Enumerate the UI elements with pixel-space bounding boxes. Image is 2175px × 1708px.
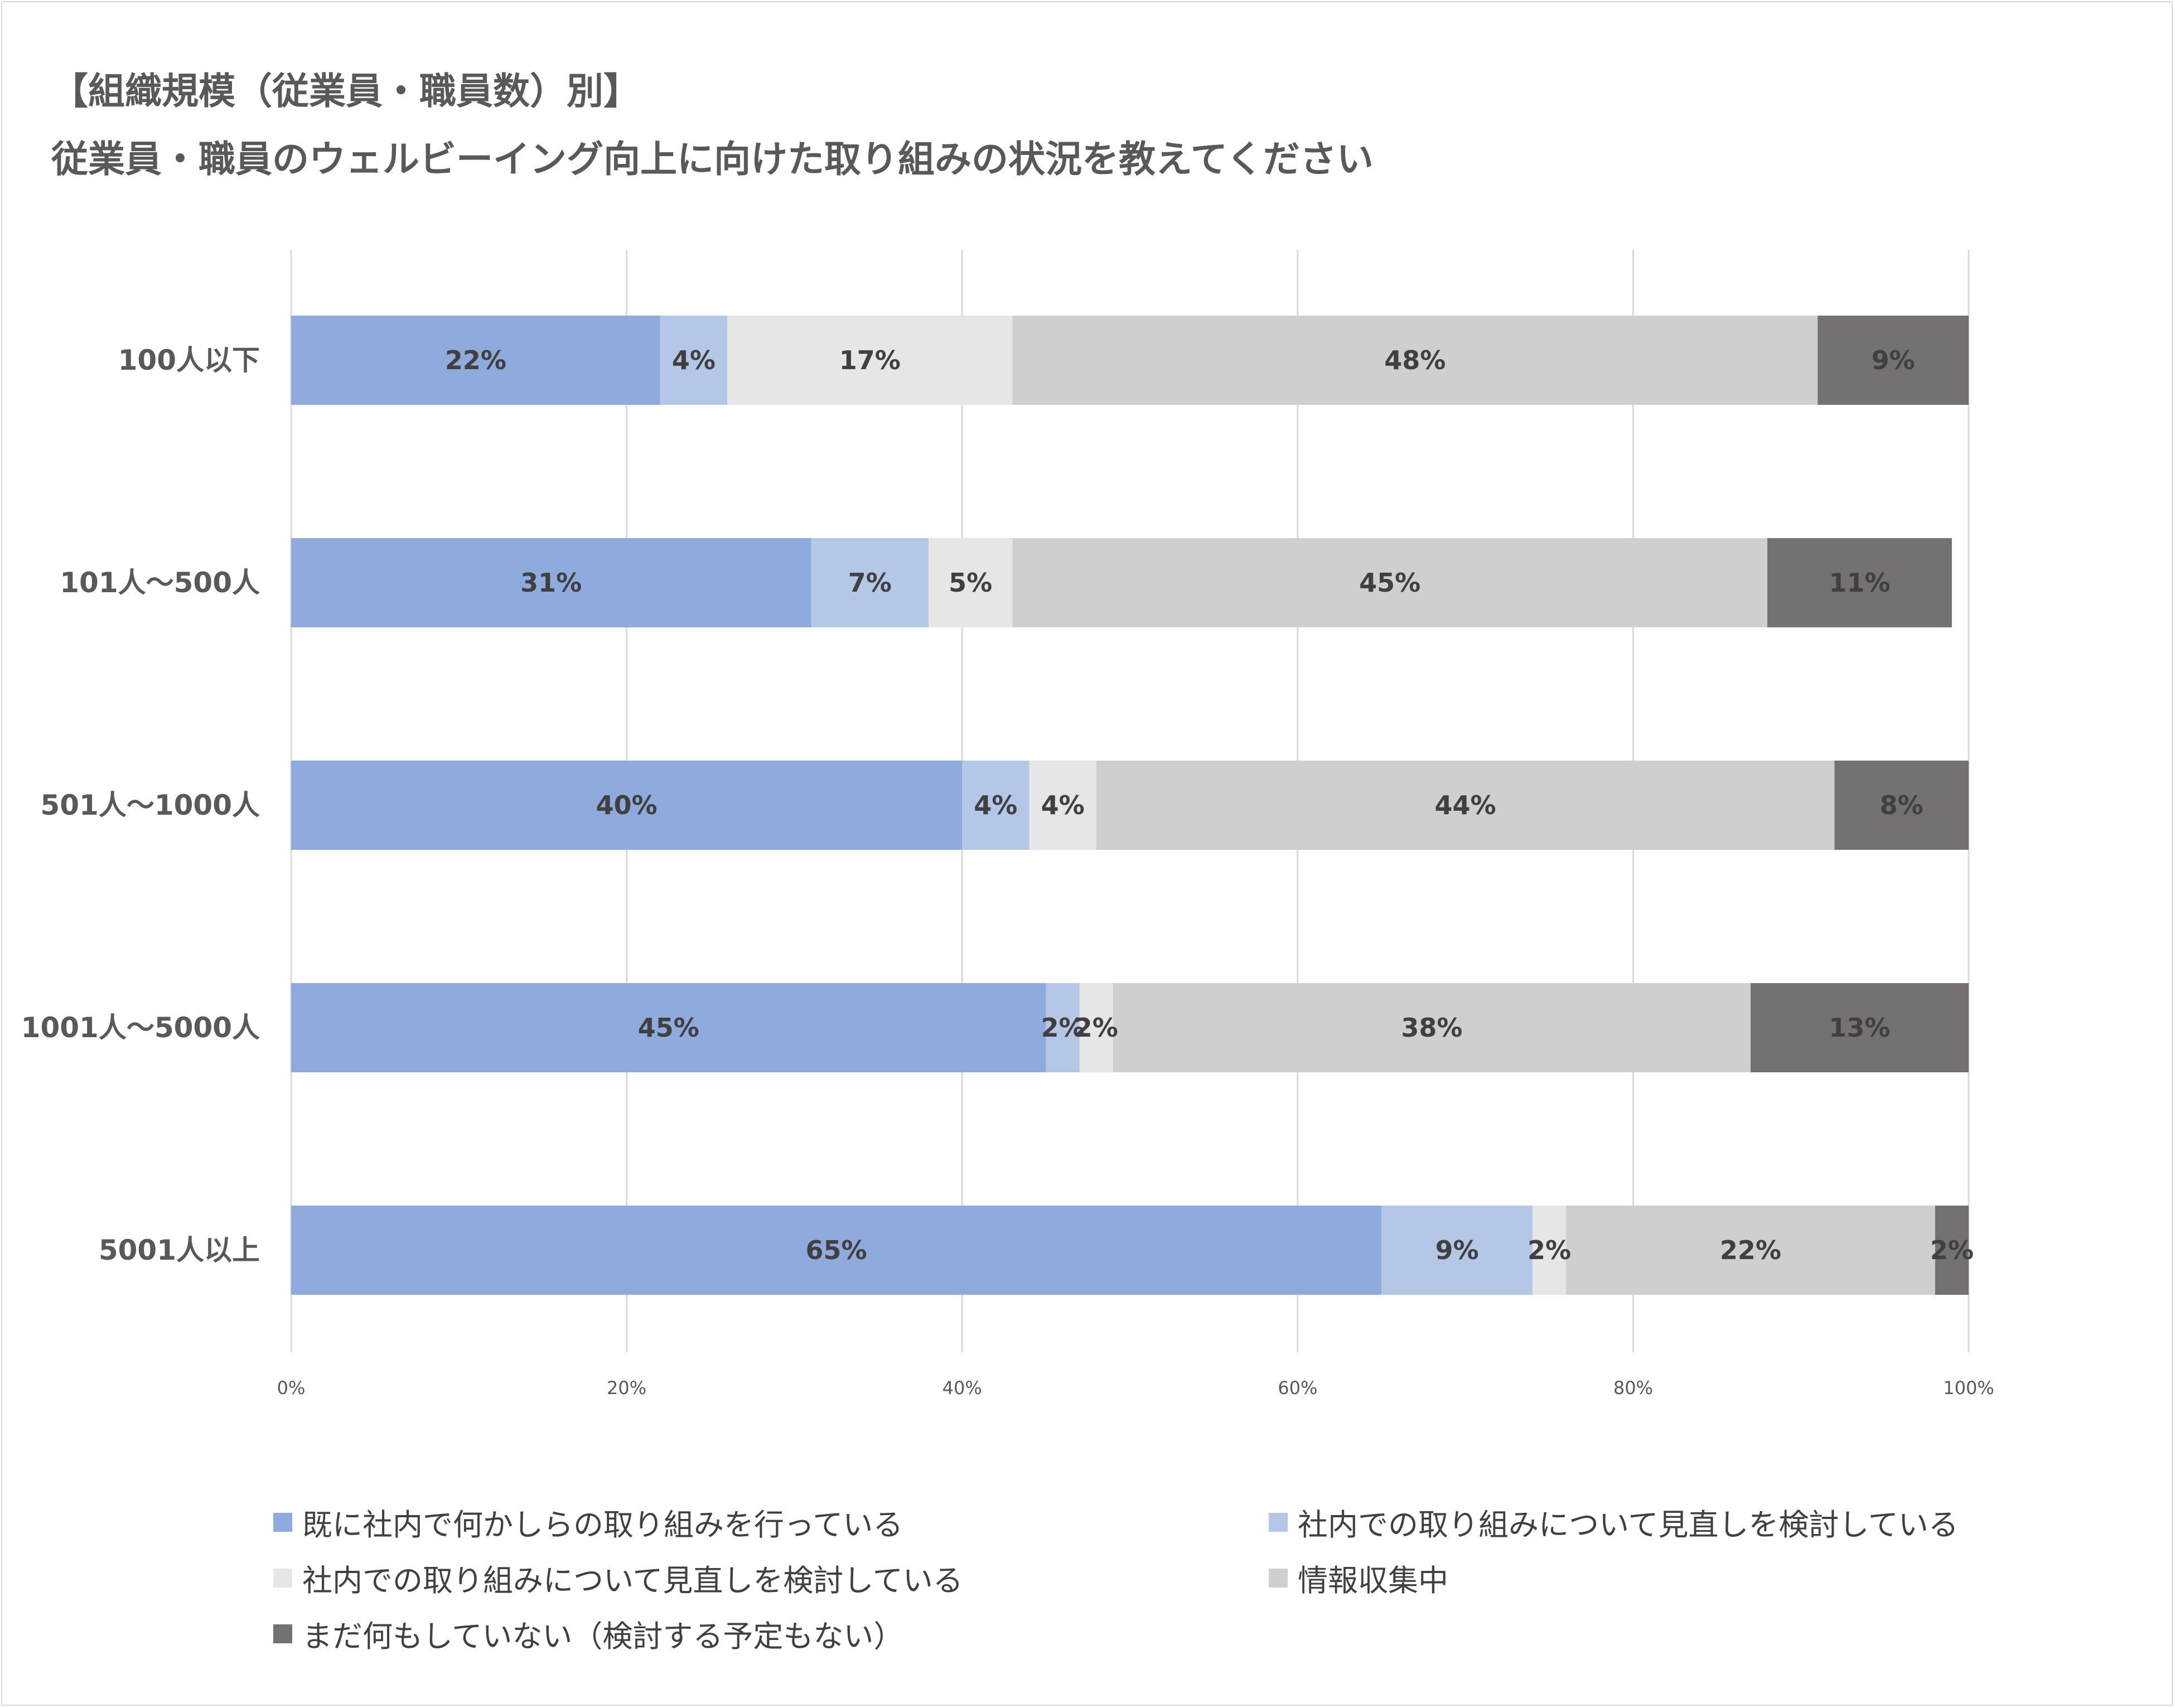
legend-item: まだ何もしていない（検討する予定もない）: [273, 1612, 903, 1656]
x-tick-label: 60%: [1278, 1377, 1317, 1399]
x-tick-label: 20%: [607, 1377, 646, 1399]
bar-segment: [1029, 761, 1096, 850]
legend-label: 情報収集中: [1298, 1563, 1448, 1598]
data-label: 22%: [445, 345, 506, 375]
bar-segment: [727, 316, 1013, 405]
data-label: 5%: [949, 568, 992, 598]
data-label: 2%: [1930, 1235, 1974, 1265]
legend-label: まだ何もしていない（検討する予定もない）: [302, 1619, 904, 1654]
legend-swatch: [1269, 1512, 1288, 1532]
bar-segment: [291, 316, 660, 405]
bar-segment: [291, 1206, 1382, 1295]
data-label: 7%: [848, 568, 892, 598]
data-label: 4%: [1041, 790, 1085, 820]
chart-title-line-1: 【組織規模（従業員・職員数）別】: [51, 70, 640, 113]
data-label: 9%: [1872, 345, 1915, 375]
bar-segment: [1381, 1206, 1533, 1295]
legend-item: 既に社内で何かしらの取り組みを行っている: [273, 1500, 903, 1544]
bar-segment: [291, 538, 811, 627]
legend-swatch: [273, 1568, 292, 1588]
legend-swatch: [273, 1512, 292, 1532]
data-label: 31%: [520, 568, 582, 598]
data-label: 8%: [1880, 790, 1923, 820]
bar-segment: [1532, 1206, 1567, 1295]
data-label: 38%: [1401, 1013, 1462, 1043]
legend-swatch: [273, 1624, 292, 1643]
legend-item: 社内での取り組みについて見直しを検討している: [1269, 1500, 1959, 1544]
x-tick-label: 0%: [277, 1377, 306, 1399]
chart-title-line-2: 従業員・職員のウェルビーイング向上に向けた取り組みの状況を教えてください: [51, 138, 1374, 181]
bar-segment: [1566, 1206, 1935, 1295]
data-label: 4%: [672, 345, 716, 375]
data-label: 2%: [1528, 1235, 1571, 1265]
data-label: 40%: [596, 790, 658, 820]
bar-segment: [291, 983, 1046, 1072]
legend-item: 社内での取り組みについて見直しを検討している: [273, 1556, 963, 1600]
bar-segment: [1834, 761, 1969, 850]
bar-segment: [1818, 316, 1969, 405]
legend-label: 既に社内で何かしらの取り組みを行っている: [302, 1507, 903, 1542]
data-label: 11%: [1829, 568, 1890, 598]
stacked-bar-chart: 22% 4% 17% 48% 9% 31% 7% 5% 45% 11% 40% 4% 4% 44% 8% 45…: [21, 250, 1994, 1399]
bar-segment: [1113, 983, 1751, 1072]
x-tick-label: 100%: [1943, 1377, 1994, 1399]
data-label: 2%: [1075, 1013, 1118, 1043]
bar-segment: [1079, 983, 1113, 1072]
legend-swatch: [1269, 1568, 1288, 1588]
data-label: 65%: [806, 1235, 867, 1265]
x-tick-label: 80%: [1613, 1377, 1653, 1399]
bar-segment: [291, 761, 963, 850]
bar-segment: [1096, 761, 1835, 850]
data-label: 9%: [1436, 1235, 1479, 1265]
data-label: 17%: [839, 345, 901, 375]
bar-segment: [1012, 316, 1818, 405]
bar-segment: [1750, 983, 1969, 1072]
bar-segment: [1767, 538, 1952, 627]
data-label: 2%: [1041, 1013, 1085, 1043]
data-label: 45%: [638, 1013, 699, 1043]
data-label: 13%: [1829, 1013, 1890, 1043]
category-label: 501人～1000人: [40, 789, 260, 821]
bar-segment: [929, 538, 1013, 627]
bar-segment: [660, 316, 728, 405]
legend-label: 社内での取り組みについて見直しを検討している: [1298, 1507, 1959, 1542]
legend-label: 社内での取り組みについて見直しを検討している: [302, 1563, 963, 1598]
category-label: 100人以下: [118, 344, 260, 376]
bar-segment: [1935, 1206, 1969, 1295]
category-label: 101人～500人: [60, 567, 260, 599]
bar-segment: [1046, 983, 1080, 1072]
bar-segment: [1012, 538, 1768, 627]
data-label: 44%: [1435, 790, 1496, 820]
data-label: 22%: [1720, 1235, 1781, 1265]
category-label: 1001人～5000人: [21, 1012, 260, 1044]
bar-segment: [962, 761, 1030, 850]
data-label: 48%: [1384, 345, 1446, 375]
category-label: 5001人以上: [99, 1234, 260, 1266]
data-label: 45%: [1359, 568, 1420, 598]
data-label: 4%: [974, 790, 1017, 820]
legend-item: 情報収集中: [1269, 1556, 1448, 1600]
bar-segment: [811, 538, 929, 627]
x-tick-label: 40%: [942, 1377, 982, 1399]
